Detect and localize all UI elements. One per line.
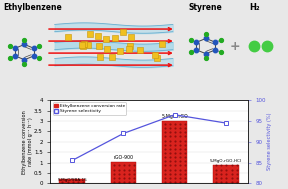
Y-axis label: Ethylbenzene conversion
rate (mmol g⁻¹ h⁻¹): Ethylbenzene conversion rate (mmol g⁻¹ h… — [22, 110, 33, 174]
Bar — [59, 179, 85, 183]
Text: H₂: H₂ — [249, 3, 260, 12]
Text: 5-MgO/SBA-15: 5-MgO/SBA-15 — [57, 178, 87, 182]
Bar — [162, 121, 187, 183]
Text: 5-MgO-rGO: 5-MgO-rGO — [161, 114, 188, 119]
Text: Styrene: Styrene — [189, 3, 222, 12]
Y-axis label: Styrene selectivity (%): Styrene selectivity (%) — [267, 113, 272, 170]
Text: Ethylbenzene: Ethylbenzene — [3, 3, 62, 12]
Bar — [111, 161, 136, 183]
Bar — [213, 165, 239, 183]
Text: rGO-900: rGO-900 — [113, 155, 133, 160]
Legend: Ethylbenzene conversion rate, Styrene selectivity: Ethylbenzene conversion rate, Styrene se… — [53, 102, 126, 115]
Text: +: + — [230, 40, 240, 53]
Text: 5-MgO-rGO-HCl: 5-MgO-rGO-HCl — [210, 159, 242, 163]
